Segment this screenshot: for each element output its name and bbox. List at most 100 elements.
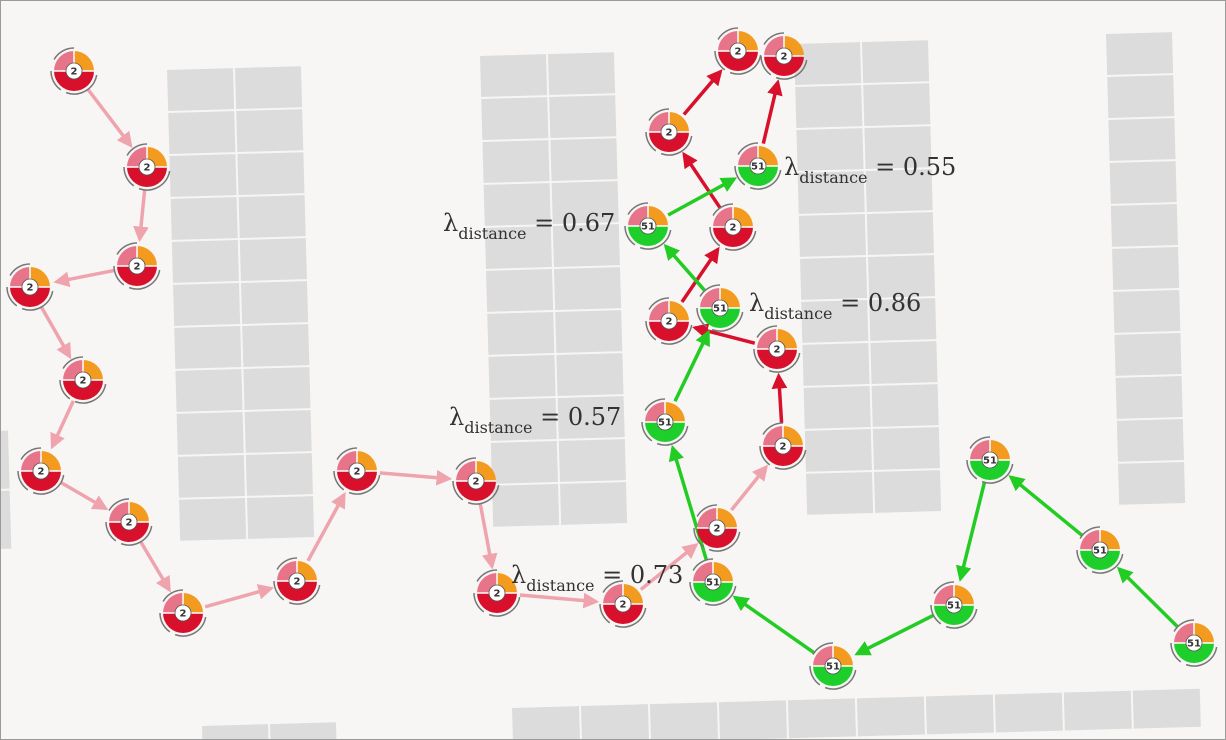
parking-space bbox=[1106, 32, 1174, 75]
parking-block bbox=[480, 52, 628, 527]
green-route-arrow bbox=[673, 329, 710, 403]
parking-space bbox=[556, 353, 624, 396]
parking-space bbox=[581, 704, 650, 739]
green-route-arrow bbox=[854, 613, 935, 656]
parking-space bbox=[244, 410, 312, 453]
red-vehicle-node: 2 bbox=[273, 557, 321, 605]
parking-blocks bbox=[1, 32, 1201, 739]
parking-space bbox=[167, 68, 235, 111]
parking-block bbox=[202, 722, 337, 739]
parking-space bbox=[489, 397, 557, 441]
parking-space bbox=[1110, 204, 1178, 247]
red-vehicle-node: 2 bbox=[759, 422, 807, 470]
vehicle-id-label: 51 bbox=[983, 456, 997, 467]
parking-space bbox=[175, 369, 243, 412]
red-vehicle-node: 2 bbox=[105, 498, 153, 546]
pink-route-arrow bbox=[86, 88, 133, 149]
lambda-label-5: λdistance = 0.73 bbox=[511, 561, 684, 595]
parking-space bbox=[176, 411, 244, 455]
pink-route-arrow bbox=[53, 268, 115, 288]
parking-space bbox=[242, 324, 310, 367]
pink-route-arrow bbox=[519, 592, 600, 609]
parking-space bbox=[179, 497, 247, 541]
parking-space bbox=[856, 696, 925, 737]
red-vehicle-node: 2 bbox=[50, 47, 98, 95]
vehicle-id-label: 2 bbox=[774, 345, 781, 356]
vehicle-id-label: 51 bbox=[751, 162, 765, 173]
vehicle-id-label: 2 bbox=[620, 600, 627, 611]
red-vehicle-node: 2 bbox=[645, 108, 693, 156]
parking-space bbox=[649, 702, 719, 739]
parking-space bbox=[245, 453, 313, 496]
parking-space bbox=[551, 181, 619, 225]
parking-space bbox=[243, 367, 311, 410]
parking-space bbox=[1109, 161, 1177, 204]
green-vehicle-node: 51 bbox=[689, 558, 737, 606]
green-vehicle-node: 51 bbox=[930, 581, 978, 629]
parking-space bbox=[1113, 290, 1181, 333]
parking-space bbox=[171, 240, 239, 283]
vehicle-id-label: 51 bbox=[826, 662, 840, 673]
parking-space bbox=[798, 214, 866, 257]
parking-space bbox=[794, 42, 862, 85]
parking-space bbox=[1114, 333, 1182, 376]
pink-route-arrow bbox=[730, 464, 769, 512]
green-route-arrow bbox=[955, 481, 987, 582]
vehicle-id-label: 2 bbox=[473, 477, 480, 488]
parking-space bbox=[238, 195, 306, 239]
parking-space bbox=[237, 152, 305, 196]
green-vehicle-node: 51 bbox=[1170, 619, 1218, 667]
green-vehicle-node: 51 bbox=[966, 436, 1014, 484]
parking-block bbox=[167, 66, 315, 541]
parking-space bbox=[865, 169, 933, 213]
green-vehicle-node: 51 bbox=[696, 284, 744, 332]
parking-space bbox=[490, 440, 558, 484]
parking-space bbox=[247, 496, 315, 539]
vehicle-id-label: 51 bbox=[641, 222, 655, 233]
red-route-arrow bbox=[771, 372, 788, 424]
red-vehicle-node: 2 bbox=[159, 589, 207, 637]
parking-space bbox=[804, 428, 872, 472]
parking-space bbox=[796, 128, 864, 171]
parking-space bbox=[548, 52, 616, 96]
pink-route-arrow bbox=[139, 540, 171, 593]
parking-space bbox=[484, 226, 552, 269]
green-route-arrow bbox=[1008, 475, 1084, 537]
vehicle-id-label: 2 bbox=[494, 589, 501, 600]
red-route-arrow bbox=[682, 69, 723, 116]
vehicle-id-label: 51 bbox=[947, 601, 961, 612]
vehicle-id-label: 2 bbox=[294, 577, 301, 588]
red-vehicle-node: 2 bbox=[693, 504, 741, 552]
lambda-label-1: λdistance = 0.67 bbox=[443, 209, 616, 243]
pink-route-arrow bbox=[204, 584, 275, 609]
red-vehicle-node: 2 bbox=[59, 356, 107, 404]
parking-space bbox=[1115, 375, 1183, 419]
vehicle-id-label: 2 bbox=[714, 524, 721, 535]
parking-space bbox=[872, 427, 940, 470]
vehicle-id-label: 2 bbox=[134, 262, 141, 273]
parking-space bbox=[797, 171, 865, 214]
parking-space bbox=[550, 138, 618, 182]
vehicle-id-label: 2 bbox=[735, 47, 742, 58]
parking-space bbox=[555, 310, 623, 353]
parking-space bbox=[864, 126, 932, 170]
parking-space bbox=[236, 109, 304, 153]
parking-space bbox=[239, 238, 307, 281]
parking-space bbox=[862, 40, 930, 84]
parking-space bbox=[558, 439, 626, 482]
vehicle-id-label: 2 bbox=[780, 442, 787, 453]
vehicle-id-label: 2 bbox=[730, 223, 737, 234]
vehicle-id-label: 51 bbox=[1187, 639, 1201, 650]
green-vehicle-node: 51 bbox=[624, 202, 672, 250]
parking-space bbox=[202, 724, 269, 739]
parking-space bbox=[554, 267, 622, 310]
parking-space bbox=[1, 430, 10, 490]
pink-route-arrow bbox=[639, 542, 699, 591]
pink-route-arrow bbox=[306, 491, 346, 562]
parking-space bbox=[560, 482, 628, 525]
green-route-arrow bbox=[667, 177, 738, 217]
parking-space bbox=[1112, 247, 1180, 290]
parking-space bbox=[1108, 118, 1176, 161]
